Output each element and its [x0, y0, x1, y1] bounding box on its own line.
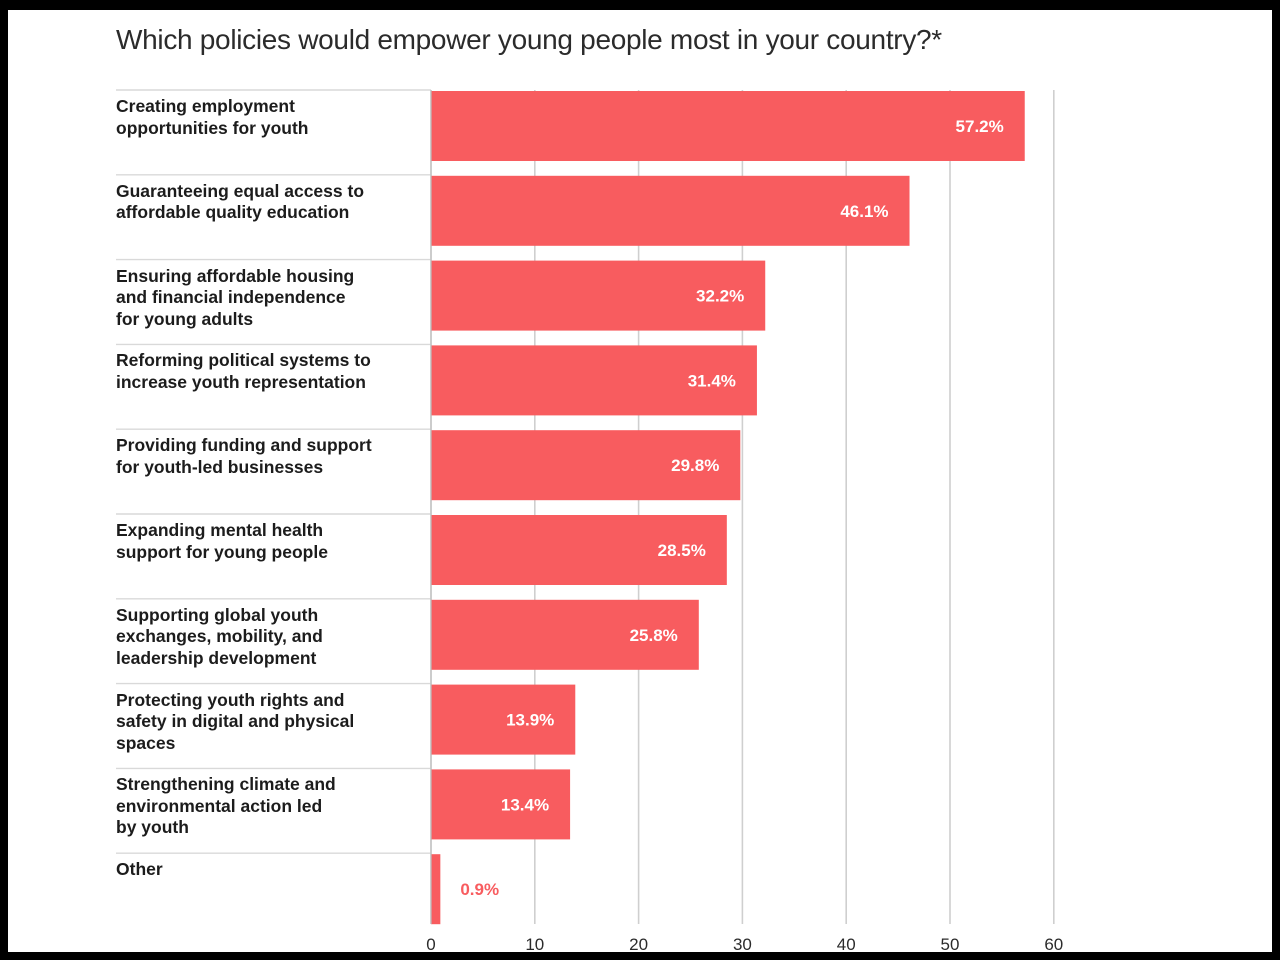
chart-title: Which policies would empower young peopl…: [116, 24, 942, 55]
category-label-line: by youth: [116, 817, 189, 838]
category-label-line: opportunities for youth: [116, 117, 309, 138]
bar: [431, 345, 757, 416]
category-label-line: Other: [116, 859, 163, 880]
category-label-line: for youth-led businesses: [116, 456, 324, 477]
category-label: Providing funding and support for youth-l…: [116, 435, 416, 478]
category-label-line: and financial independence: [116, 287, 346, 308]
category-label-line: support for young people: [116, 541, 328, 562]
category-label-line: safety in digital and physical: [116, 711, 355, 732]
category-label-line: for young adults: [116, 308, 254, 329]
category-label: Reforming political systems to increase y…: [116, 350, 416, 393]
bar-chart: 57.2% 46.1% 32.2% 31.4% 29.8% 28.5% 25.8% 13.9%…: [116, 89, 1063, 952]
bar-value-label: 0.9%: [460, 880, 499, 899]
category-label: Ensuring affordable housing and financial…: [116, 266, 416, 331]
bar-value-label: 13.4%: [501, 795, 549, 814]
bar: [431, 91, 1025, 161]
category-label: Protecting youth rights and safety in dig…: [116, 690, 416, 755]
bar-value-label: 32.2%: [696, 287, 744, 306]
category-label: Supporting global youth exchanges, mobili…: [116, 605, 416, 670]
bar: [431, 854, 441, 925]
bar: [431, 175, 910, 246]
x-tick-label: 20: [629, 935, 648, 952]
bar: [431, 684, 576, 755]
category-label-line: spaces: [116, 732, 176, 753]
x-tick-label: 30: [733, 935, 752, 952]
bar-value-label: 29.8%: [671, 456, 719, 475]
category-label-line: environmental action led: [116, 795, 323, 816]
category-label-line: exchanges, mobility, and: [116, 626, 323, 647]
bar-value-label: 31.4%: [688, 371, 736, 390]
category-label-line: Ensuring affordable housing: [116, 265, 355, 286]
bar-value-label: 46.1%: [840, 202, 888, 221]
category-label-line: Guaranteeing equal access to: [116, 180, 365, 201]
x-tick-label: 50: [941, 935, 960, 952]
category-label-line: Strengthening climate and: [116, 774, 336, 795]
bar: [431, 260, 766, 331]
category-label: Strengthening climate and environmental a…: [116, 774, 416, 839]
category-label: Expanding mental health support for young…: [116, 520, 416, 563]
bar-value-label: 57.2%: [956, 117, 1004, 136]
x-tick-label: 40: [837, 935, 856, 952]
category-label: Guaranteeing equal access to affordable q…: [116, 181, 416, 224]
category-label-line: Supporting global youth: [116, 604, 319, 625]
chart-frame: Which policies would empower young peopl…: [8, 10, 1272, 952]
x-tick-label: 60: [1044, 935, 1063, 952]
category-label-line: Reforming political systems to: [116, 350, 371, 371]
category-label-line: leadership development: [116, 647, 317, 668]
bar-value-label: 25.8%: [630, 626, 678, 645]
category-label-line: increase youth representation: [116, 371, 366, 392]
category-label-line: Expanding mental health: [116, 520, 324, 540]
category-label-line: Providing funding and support: [116, 435, 372, 456]
x-tick-label: 10: [525, 935, 544, 952]
bar: [431, 769, 571, 840]
bar: [431, 430, 741, 501]
category-label-line: affordable quality education: [116, 202, 350, 223]
category-label: Creating employment opportunities for you…: [116, 96, 416, 139]
bar: [431, 599, 699, 670]
bar-value-label: 13.9%: [506, 711, 554, 730]
x-tick-label: 0: [426, 935, 435, 952]
bar: [431, 515, 727, 585]
category-label-line: Creating employment: [116, 96, 295, 116]
bar-value-label: 28.5%: [658, 541, 706, 560]
category-label: Other: [116, 859, 416, 881]
category-label-line: Protecting youth rights and: [116, 689, 345, 710]
